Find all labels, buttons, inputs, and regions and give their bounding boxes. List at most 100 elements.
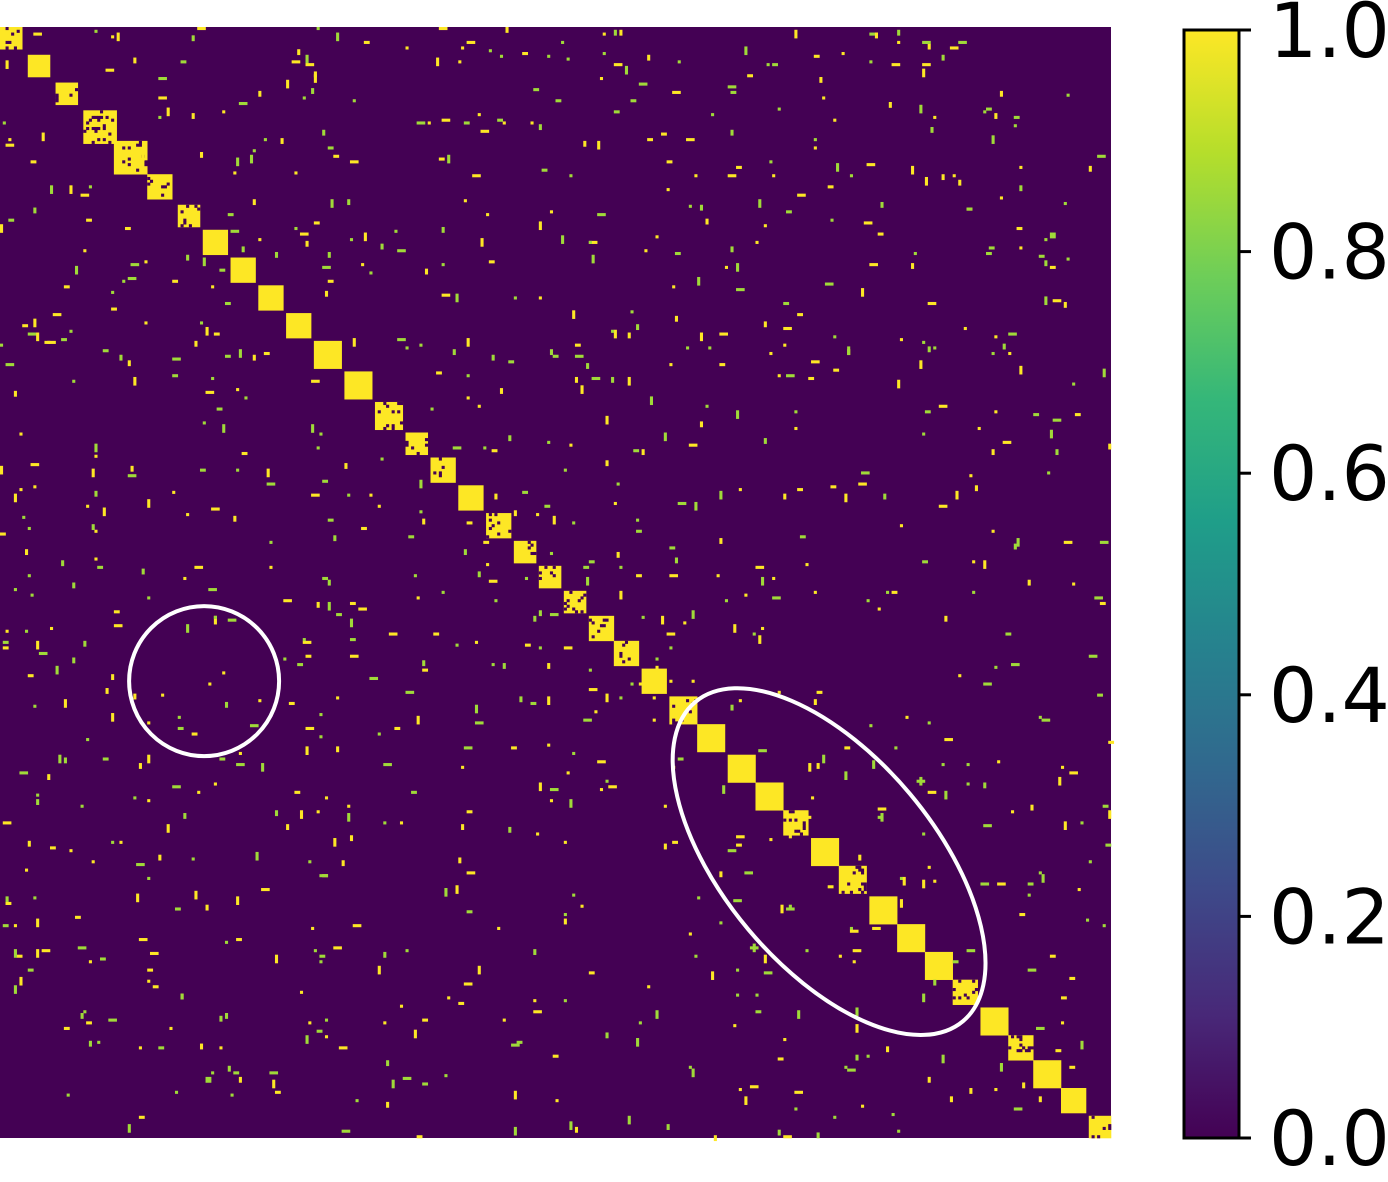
offdiag-cell [147, 799, 151, 803]
offdiag-cell [877, 607, 881, 611]
offdiag-cell [855, 1054, 859, 1061]
offdiag-cell [236, 157, 240, 167]
offdiag-cell [88, 185, 92, 189]
offdiag-cell [213, 782, 217, 786]
offdiag-cell [391, 1079, 395, 1089]
offdiag-cell [513, 1090, 517, 1100]
offdiag-cell [1105, 843, 1112, 847]
diagonal-block-gap [802, 821, 806, 825]
offdiag-cell [1033, 413, 1040, 417]
offdiag-cell [816, 690, 823, 694]
offdiag-cell [655, 657, 659, 661]
offdiag-cell [697, 896, 701, 900]
diagonal-block-gap [1008, 1046, 1012, 1050]
offdiag-cell [663, 804, 667, 808]
offdiag-cell [941, 1054, 945, 1064]
offdiag-cell [533, 615, 537, 622]
offdiag-cell [811, 360, 820, 364]
offdiag-cell [63, 699, 67, 708]
offdiag-cell [272, 1079, 276, 1089]
offdiag-cell [761, 576, 765, 586]
diagonal-block-gap [530, 543, 534, 547]
offdiag-cell [852, 960, 856, 964]
diagonal-block-gap [122, 146, 126, 150]
diagonal-block-gap [147, 182, 151, 186]
diagonal-block-gap [1102, 1126, 1106, 1130]
offdiag-cell [886, 1046, 890, 1053]
offdiag-cell [102, 507, 106, 517]
offdiag-cell [888, 101, 892, 108]
offdiag-cell [972, 590, 976, 594]
offdiag-cell [133, 376, 137, 386]
offdiag-cell [424, 268, 429, 275]
offdiag-cell [1055, 1049, 1062, 1053]
offdiag-cell [438, 27, 448, 31]
offdiag-cell [833, 335, 837, 339]
offdiag-cell [463, 746, 473, 750]
offdiag-cell [1038, 254, 1045, 258]
offdiag-cell [736, 835, 745, 839]
offdiag-cell [94, 443, 98, 453]
offdiag-cell [377, 504, 381, 508]
offdiag-cell [219, 1015, 223, 1022]
offdiag-cell [699, 421, 704, 428]
offdiag-cell [102, 349, 109, 353]
diagonal-block-gap [494, 513, 498, 517]
offdiag-cell [1019, 913, 1026, 917]
offdiag-cell [655, 665, 659, 672]
offdiag-cell [172, 785, 181, 789]
offdiag-cell [1099, 540, 1109, 544]
offdiag-cell [541, 168, 548, 172]
offdiag-cell [663, 843, 667, 850]
offdiag-cell [586, 576, 590, 586]
offdiag-cell [166, 107, 170, 117]
offdiag-cell [894, 746, 898, 750]
offdiag-cell [463, 199, 467, 203]
offdiag-cell [783, 1135, 792, 1139]
offdiag-cell [1108, 443, 1112, 450]
diagonal-block-gap [186, 204, 190, 208]
diagonal-block-gap [91, 115, 95, 119]
offdiag-cell [858, 854, 862, 861]
offdiag-cell [199, 1043, 204, 1050]
offdiag-cell [483, 446, 487, 450]
offdiag-cell [666, 188, 670, 192]
diagonal-block-gap [591, 621, 595, 625]
offdiag-cell [486, 563, 490, 567]
offdiag-cell [222, 671, 226, 675]
offdiag-cell [224, 354, 231, 358]
offdiag-cell [766, 63, 770, 67]
offdiag-cell [19, 976, 23, 986]
offdiag-cell [377, 965, 381, 975]
offdiag-cell [549, 349, 554, 356]
offdiag-cell [586, 363, 590, 369]
offdiag-cell [297, 49, 301, 56]
offdiag-cell [183, 576, 187, 581]
diagonal-block-gap [438, 457, 442, 461]
offdiag-cell [491, 663, 495, 667]
offdiag-cell [230, 229, 240, 233]
diagonal-block-gap [574, 610, 579, 614]
diagonal-block-gap [572, 607, 576, 611]
offdiag-cell [866, 163, 876, 167]
offdiag-cell [397, 338, 406, 342]
diagonal-block-gap [102, 124, 106, 128]
offdiag-cell [283, 599, 292, 603]
diagonal-block-gap [391, 424, 395, 428]
diagonal-block-gap [74, 88, 79, 92]
offdiag-cell [241, 451, 248, 456]
offdiag-cell [72, 582, 76, 589]
offdiag-cell [36, 799, 40, 805]
diagonal-block-gap [1022, 1046, 1026, 1050]
offdiag-cell [311, 926, 315, 930]
offdiag-cell [783, 326, 792, 331]
offdiag-cell [744, 1096, 748, 1105]
diagonal-block-gap [488, 518, 492, 522]
offdiag-cell [547, 743, 551, 747]
offdiag-cell [383, 821, 387, 825]
offdiag-cell [455, 885, 459, 894]
diagonal-block [1061, 1088, 1087, 1114]
offdiag-cell [383, 951, 387, 958]
offdiag-cell [1086, 918, 1090, 922]
offdiag-cell [297, 663, 304, 667]
